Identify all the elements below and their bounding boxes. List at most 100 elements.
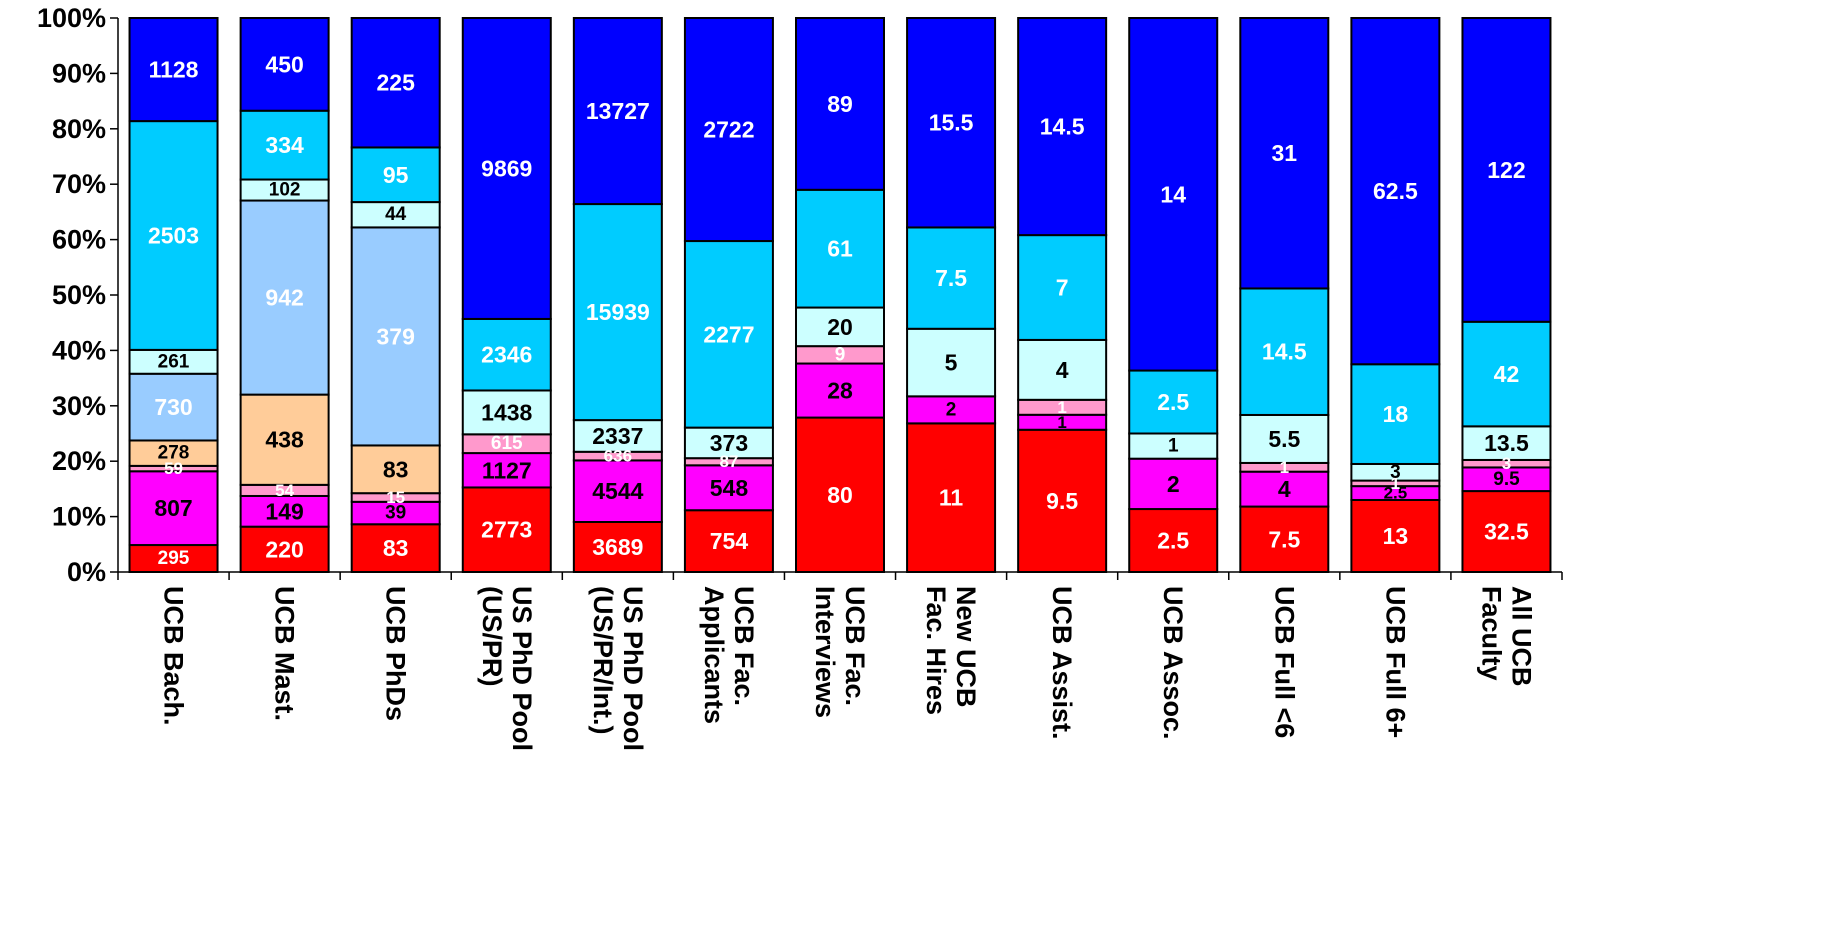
data-label: 42 (1494, 361, 1520, 387)
y-tick-label: 90% (52, 58, 106, 88)
bar-segment (795, 362, 885, 419)
data-label: 225 (377, 70, 416, 96)
y-tick-label: 20% (52, 446, 106, 476)
x-axis: UCB Bach. UCB Mast. UCB PhDs US PhD Pool(US… (117, 571, 1563, 751)
bar-segment (1461, 490, 1552, 573)
category-label-group: UCB Assoc. (1158, 586, 1188, 740)
data-label: 39 (385, 503, 406, 524)
bars (128, 17, 1552, 574)
data-label: 1 (1391, 474, 1400, 493)
category-label-line: UCB Full 6+ (1380, 586, 1410, 738)
category-label-group: UCB Fac.Interviews (810, 586, 870, 718)
data-label: 1 (1168, 436, 1179, 457)
category-label-line: UCB Bach. (159, 586, 189, 726)
category-label-line: UCB Fac. (840, 586, 870, 706)
data-label: 15 (386, 488, 405, 507)
data-label: 102 (269, 180, 301, 201)
data-label: 15.5 (929, 110, 974, 136)
bar-segment (906, 327, 997, 398)
data-label: 7.5 (935, 265, 967, 291)
bar-segment (1461, 17, 1552, 323)
bar-segment (795, 416, 885, 574)
data-label: 7 (1056, 275, 1069, 301)
data-label: 83 (383, 535, 409, 561)
data-label: 2337 (592, 423, 643, 449)
category-label-group: All UCBFaculty (1476, 586, 1536, 687)
bar-segment (683, 240, 774, 429)
category-label: All UCBFaculty (1476, 586, 1536, 687)
category-label: UCB PhDs (381, 586, 411, 721)
category-label: US PhD Pool(US/PR) (477, 586, 537, 751)
bar-segment (1128, 508, 1219, 573)
data-label: 2722 (703, 117, 754, 143)
y-tick-label: 30% (52, 391, 106, 421)
bar-segment (350, 146, 441, 204)
y-tick-label: 50% (52, 280, 106, 310)
bar-segment (1239, 287, 1330, 416)
data-label: 2.5 (1157, 389, 1189, 415)
data-label: 14.5 (1262, 339, 1307, 365)
bar-segment (795, 17, 885, 191)
bar-segment (1350, 17, 1441, 366)
data-label: 220 (265, 536, 303, 562)
data-label: 13.5 (1484, 430, 1529, 456)
data-label: 4 (1278, 476, 1291, 502)
data-label: 13727 (586, 98, 650, 124)
bar-segment (1017, 234, 1108, 341)
data-label: 2 (1167, 471, 1180, 497)
bar-segment (350, 17, 441, 149)
data-label: 89 (827, 91, 853, 117)
data-label: 1 (1280, 458, 1289, 477)
data-label: 1128 (149, 57, 199, 83)
data-label: 11 (939, 485, 964, 511)
bar-segment (906, 17, 997, 229)
category-label-line: All UCB (1506, 586, 1536, 687)
category-label: US PhD Pool(US/PR/Int.) (588, 586, 648, 751)
category-label-line: Faculty (1476, 586, 1506, 681)
bar-segment (683, 464, 774, 512)
data-label: 20 (827, 314, 853, 340)
data-label: 261 (158, 351, 190, 372)
category-label-line: UCB PhDs (381, 586, 411, 721)
data-label: 4 (1056, 357, 1069, 383)
data-label: 450 (265, 51, 303, 77)
category-label: UCB Fac.Interviews (810, 586, 870, 718)
y-tick-label: 60% (52, 225, 106, 255)
category-label-line: UCB Assoc. (1158, 586, 1188, 740)
category-label-group: UCB Full <6 (1269, 586, 1299, 738)
category-label-line: Fac. Hires (921, 586, 951, 715)
bar-segment (1128, 17, 1219, 372)
category-label-line: New UCB (951, 586, 981, 708)
data-label: 5 (945, 350, 958, 376)
category-label-line: UCB Full <6 (1269, 586, 1299, 738)
bar-segment (239, 199, 330, 396)
category-label: UCB Full 6+ (1380, 586, 1410, 738)
data-label: 2 (946, 399, 957, 420)
y-tick-label: 80% (52, 114, 106, 144)
data-label: 438 (265, 427, 304, 453)
bar-segment (1350, 498, 1441, 574)
category-label-group: UCB PhDs (381, 586, 411, 721)
data-label: 278 (158, 443, 190, 464)
data-label: 83 (383, 456, 409, 482)
data-label: 2346 (481, 342, 532, 368)
data-label: 1 (1057, 413, 1066, 432)
data-label: 9 (835, 344, 846, 365)
bar-segment (239, 494, 330, 528)
category-label-group: UCB Full 6+ (1380, 586, 1410, 738)
bar-segment (572, 419, 663, 453)
data-label: 2773 (481, 517, 532, 543)
bar-segment (350, 226, 441, 447)
y-tick-label: 40% (52, 335, 106, 365)
data-label: 61 (827, 236, 853, 262)
data-label: 149 (265, 498, 303, 524)
category-label: UCB Fac.Applicants (699, 586, 759, 724)
data-label: 1 (1057, 398, 1066, 417)
bar-segment (128, 544, 219, 574)
data-label: 5.5 (1268, 426, 1300, 452)
data-label: 54 (275, 481, 294, 500)
category-label-line: US PhD Pool (507, 586, 537, 751)
data-label: 31 (1272, 140, 1298, 166)
bar-segment (683, 509, 774, 573)
